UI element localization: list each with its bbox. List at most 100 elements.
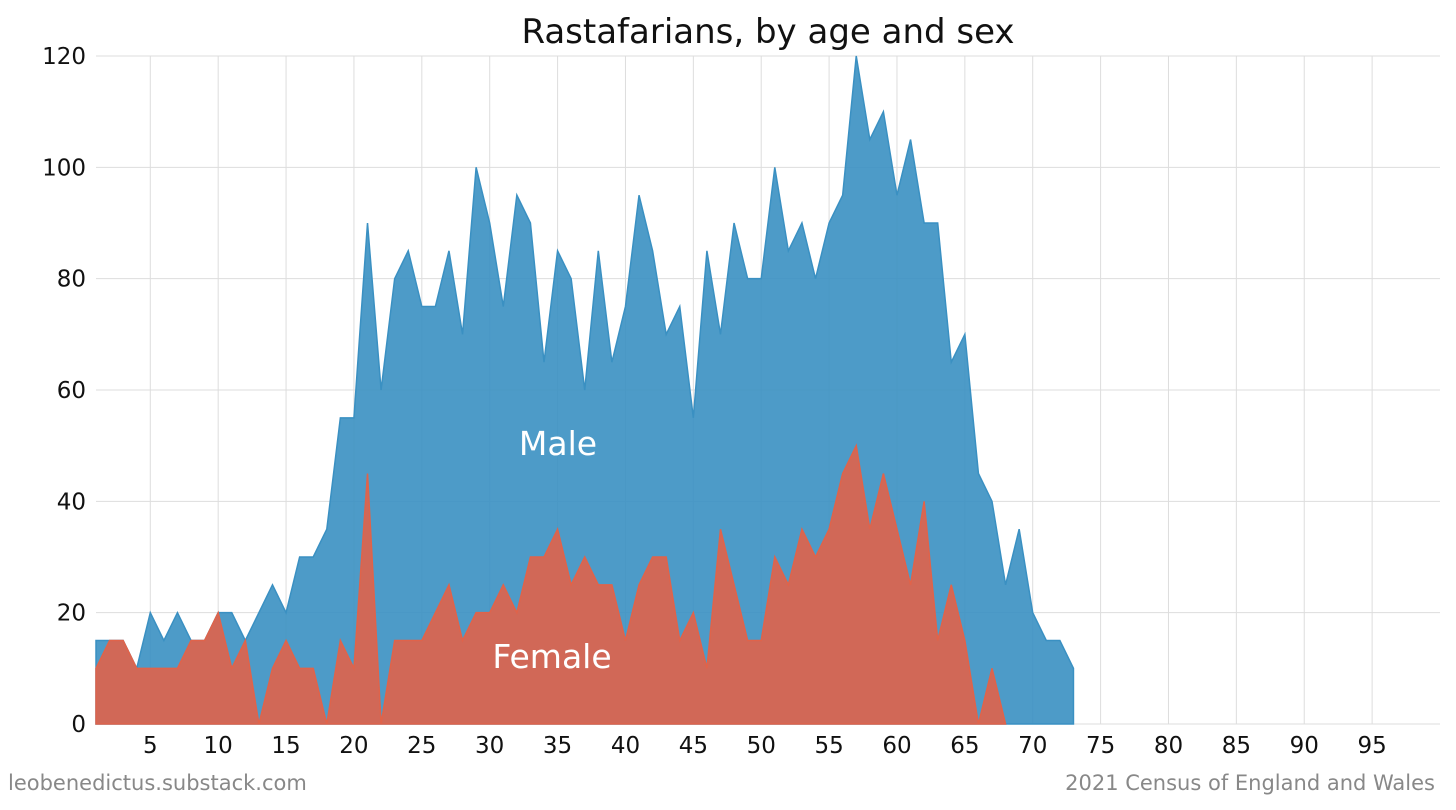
female-point	[936, 639, 938, 641]
female-point	[488, 611, 490, 613]
female-point	[991, 667, 993, 669]
female-point	[909, 584, 911, 586]
male-point	[1045, 639, 1047, 641]
x-tick-label: 50	[747, 733, 776, 759]
y-axis-tick-labels: 0 20 40 60 80 100 120	[42, 44, 86, 738]
female-point	[95, 667, 97, 669]
female-point	[421, 639, 423, 641]
male-point	[841, 194, 843, 196]
male-point	[570, 277, 572, 279]
male-point	[706, 250, 708, 252]
female-point	[393, 639, 395, 641]
female-point	[679, 639, 681, 641]
male-point	[896, 194, 898, 196]
female-point	[502, 584, 504, 586]
female-point	[1004, 723, 1006, 725]
female-point	[814, 556, 816, 558]
y-tick-label: 20	[57, 601, 86, 627]
x-tick-label: 85	[1222, 733, 1251, 759]
male-point	[828, 222, 830, 224]
x-tick-label: 45	[679, 733, 708, 759]
male-point	[760, 277, 762, 279]
male-point	[733, 222, 735, 224]
male-point	[679, 305, 681, 307]
female-point	[407, 639, 409, 641]
male-point	[638, 194, 640, 196]
x-tick-label: 20	[339, 733, 368, 759]
female-point	[746, 639, 748, 641]
male-point	[651, 250, 653, 252]
male-point	[258, 611, 260, 613]
male-point	[611, 361, 613, 363]
female-point	[285, 639, 287, 641]
male-point	[434, 305, 436, 307]
male-point	[801, 222, 803, 224]
series-layer	[95, 55, 1075, 725]
female-point	[869, 528, 871, 530]
female-point	[136, 667, 138, 669]
female-point	[258, 723, 260, 725]
male-point	[312, 556, 314, 558]
female-point	[163, 667, 165, 669]
male-point	[665, 333, 667, 335]
x-tick-label: 65	[950, 733, 979, 759]
female-point	[692, 611, 694, 613]
x-axis-tick-labels: 5 10 15 20 25 30 35 40 45 50 55 60 65 70 75 80 85 90 95	[143, 733, 1387, 759]
male-point	[149, 611, 151, 613]
female-point	[434, 611, 436, 613]
x-tick-label: 15	[271, 733, 300, 759]
male-point	[909, 138, 911, 140]
male-point	[176, 611, 178, 613]
male-series-label: Male	[519, 424, 597, 463]
x-tick-label: 30	[475, 733, 504, 759]
female-point	[923, 500, 925, 502]
female-point	[570, 584, 572, 586]
male-point	[1032, 611, 1034, 613]
male-point	[326, 528, 328, 530]
male-point	[719, 333, 721, 335]
female-point	[298, 667, 300, 669]
male-point	[516, 194, 518, 196]
x-tick-label: 5	[143, 733, 158, 759]
male-point	[1018, 528, 1020, 530]
male-point	[556, 250, 558, 252]
female-point	[475, 611, 477, 613]
x-tick-label: 60	[882, 733, 911, 759]
male-point	[936, 222, 938, 224]
female-point	[203, 639, 205, 641]
female-point	[312, 667, 314, 669]
male-point	[746, 277, 748, 279]
male-point	[339, 417, 341, 419]
x-tick-label: 75	[1086, 733, 1115, 759]
female-point	[543, 556, 545, 558]
female-point	[556, 528, 558, 530]
female-point	[828, 528, 830, 530]
male-point	[1004, 584, 1006, 586]
female-point	[638, 584, 640, 586]
x-tick-label: 95	[1357, 733, 1386, 759]
male-point	[597, 250, 599, 252]
x-tick-label: 25	[407, 733, 436, 759]
female-point	[380, 723, 382, 725]
female-area	[95, 443, 1007, 725]
male-point	[271, 584, 273, 586]
female-point	[122, 639, 124, 641]
female-point	[244, 639, 246, 641]
male-point	[977, 472, 979, 474]
female-point	[584, 556, 586, 558]
female-point	[665, 556, 667, 558]
female-point	[326, 723, 328, 725]
male-point	[475, 166, 477, 168]
male-point	[231, 611, 233, 613]
female-series-label: Female	[492, 637, 611, 676]
male-point	[1059, 639, 1061, 641]
footer-source-url: leobenedictus.substack.com	[8, 771, 307, 795]
male-point	[882, 110, 884, 112]
footer-data-source: 2021 Census of England and Wales	[1065, 771, 1435, 795]
male-point	[393, 277, 395, 279]
female-point	[217, 611, 219, 613]
female-point	[611, 584, 613, 586]
female-point	[733, 584, 735, 586]
male-point	[543, 361, 545, 363]
